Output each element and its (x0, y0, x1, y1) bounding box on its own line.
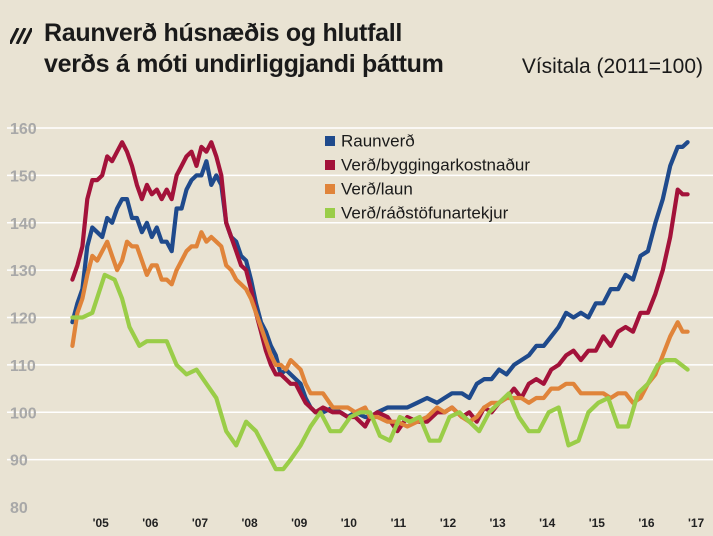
y-tick-label-90: 90 (10, 453, 28, 470)
chart-subtitle: Vísitala (2011=100) (521, 55, 703, 78)
series-line-4 (70, 272, 690, 472)
hatch-icon (10, 28, 32, 44)
x-tick-label-14: '14 (539, 516, 556, 530)
y-tick-label-150: 150 (10, 168, 37, 185)
x-tick-label-12: '12 (440, 516, 457, 530)
y-tick-label-100: 100 (10, 405, 37, 422)
x-tick-label-16: '16 (638, 516, 655, 530)
legend-swatch-1 (325, 136, 335, 146)
x-tick-label-13: '13 (490, 516, 507, 530)
x-tick-label-17: '17 (688, 516, 705, 530)
x-tick-label-07: '07 (192, 516, 209, 530)
chart-title-line2: verðs á móti undirliggjandi þáttum (44, 50, 444, 78)
legend-label-3: Verð/laun (341, 180, 413, 199)
legend-label-2: Verð/byggingarkostnaður (341, 156, 530, 175)
x-tick-label-09: '09 (291, 516, 308, 530)
x-tick-label-05: '05 (93, 516, 110, 530)
legend-swatch-3 (325, 184, 335, 194)
chart-title-line1: Raunverð húsnæðis og hlutfall (44, 19, 402, 47)
y-tick-label-120: 120 (10, 311, 37, 328)
x-tick-label-11: '11 (391, 516, 407, 530)
y-tick-label-130: 130 (10, 263, 37, 280)
series-line-2 (70, 140, 690, 434)
legend-swatch-2 (325, 160, 335, 170)
legend-label-4: Verð/ráðstöfunartekjur (341, 204, 509, 223)
x-tick-label-08: '08 (241, 516, 258, 530)
x-tick-label-15: '15 (589, 516, 606, 530)
y-tick-label-80: 80 (10, 500, 28, 517)
y-tick-label-110: 110 (10, 358, 36, 375)
legend-swatch-4 (325, 208, 335, 218)
chart-title: Raunverð húsnæðis og hlutfall verðs á mó… (44, 18, 444, 80)
series-line-3 (70, 230, 690, 429)
legend-label-1: Raunverð (341, 132, 415, 151)
y-tick-label-160: 160 (10, 121, 37, 138)
y-tick-label-140: 140 (10, 216, 37, 233)
x-tick-label-06: '06 (142, 516, 159, 530)
x-tick-label-10: '10 (341, 516, 358, 530)
